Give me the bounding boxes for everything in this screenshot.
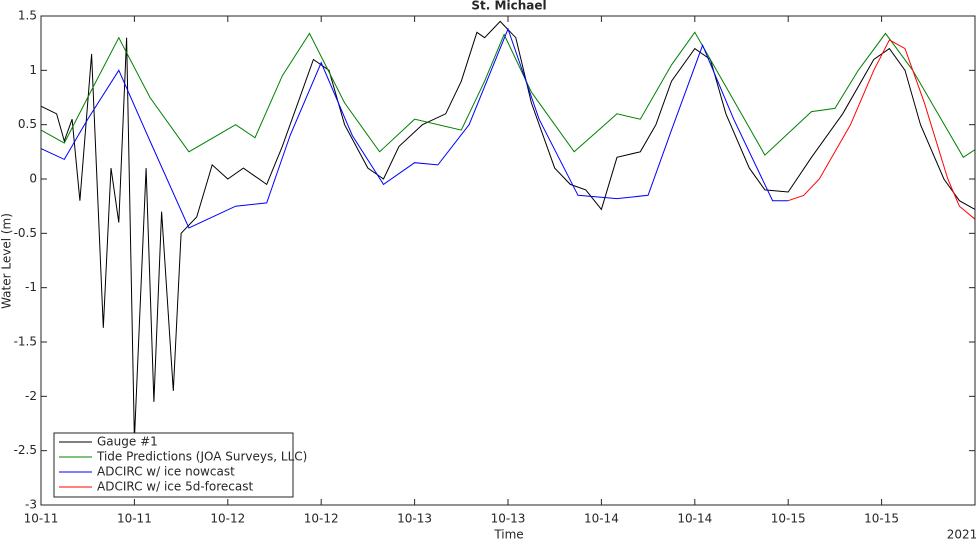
y-tick-label: -1.5 <box>14 335 37 349</box>
y-tick-label: -2 <box>25 389 37 403</box>
series-line <box>41 20 975 440</box>
plot-frame <box>40 15 976 506</box>
y-tick-label: 0.5 <box>18 117 37 131</box>
x-tick-label: 10-14 <box>584 512 619 526</box>
legend-label: ADCIRC w/ ice 5d-forecast <box>97 480 254 494</box>
annotation: 2021 <box>947 528 976 541</box>
series-line <box>788 39 975 220</box>
chart-title: St. Michael <box>471 0 546 13</box>
x-tick-label: 10-14 <box>677 512 712 526</box>
x-tick-label: 10-15 <box>771 512 806 526</box>
y-axis-label: Water Level (m) <box>0 213 14 309</box>
y-tick-label: -2.5 <box>14 443 37 457</box>
y-tick-label: -3 <box>25 498 37 512</box>
legend-box <box>53 432 294 498</box>
legend-label: ADCIRC w/ ice nowcast <box>97 465 235 479</box>
x-tick-label: 10-11 <box>117 512 152 526</box>
legend-label: Tide Predictions (JOA Surveys, LLC) <box>96 450 307 464</box>
x-axis-label: Time <box>493 528 523 541</box>
y-tick-label: 0 <box>29 172 37 186</box>
x-tick-label: 10-11 <box>24 512 59 526</box>
series-line <box>41 27 789 229</box>
x-tick-label: 10-12 <box>304 512 339 526</box>
legend-label: Gauge #1 <box>97 435 158 449</box>
series-line <box>41 31 975 159</box>
x-tick-label: 10-12 <box>210 512 245 526</box>
x-tick-label: 10-13 <box>491 512 526 526</box>
x-tick-label: 10-15 <box>864 512 899 526</box>
y-tick-label: -1 <box>25 280 37 294</box>
y-tick-label: 1 <box>29 63 37 77</box>
y-tick-label: 1.5 <box>18 9 37 23</box>
y-tick-label: -0.5 <box>14 226 37 240</box>
x-tick-label: 10-13 <box>397 512 432 526</box>
